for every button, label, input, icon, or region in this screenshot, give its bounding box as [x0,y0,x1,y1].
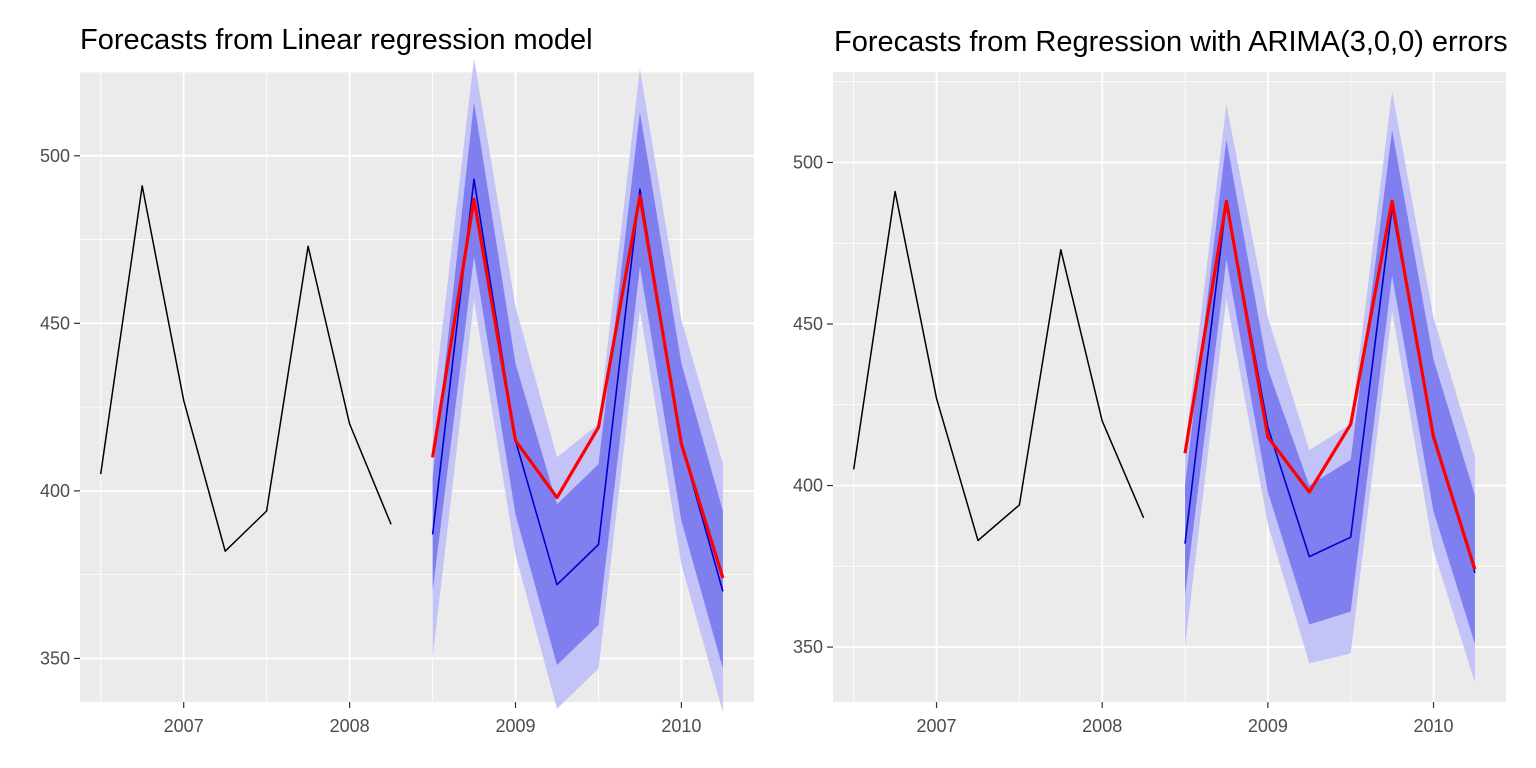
y-tick-label: 350 [793,637,823,657]
y-tick-label: 500 [793,152,823,172]
historical-series-line [852,190,1145,542]
x-tick-label: 2008 [330,716,370,736]
y-tick-label: 500 [40,146,70,166]
chart-title-left: Forecasts from Linear regression model [80,24,593,56]
y-tick-label: 450 [793,314,823,334]
chart-panel-right: 350 400 450 500 2007 2008 2009 2010 [793,72,1506,736]
x-tick-label: 2009 [495,716,535,736]
x-tick-label: 2010 [1413,716,1453,736]
x-tick-label: 2007 [164,716,204,736]
actual-test-series-line [431,194,725,579]
x-tick-label: 2010 [661,716,701,736]
y-tick-label: 350 [40,648,70,668]
x-tick-label: 2007 [917,716,957,736]
y-tick-label: 450 [40,313,70,333]
prediction-interval-80-band [432,102,723,669]
y-tick-label: 400 [793,476,823,496]
y-tick-label: 400 [40,481,70,501]
x-tick-label: 2009 [1248,716,1288,736]
x-tick-label: 2008 [1082,716,1122,736]
chart-panel-left: 350 400 450 500 2007 2008 2009 2010 [40,58,754,736]
actual-test-series-line [1183,199,1477,570]
historical-series-line [99,185,392,552]
chart-title-right: Forecasts from Regression with ARIMA(3,0… [834,26,1508,58]
